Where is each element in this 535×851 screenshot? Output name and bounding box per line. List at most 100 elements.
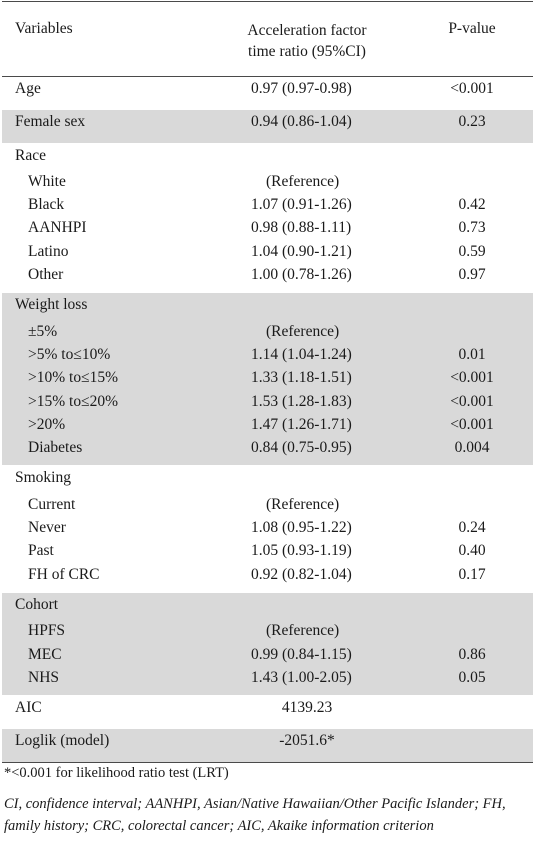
estimate-cell: 1.14 (1.04-1.24) bbox=[251, 345, 352, 363]
lrt-footnote: *<0.001 for likelihood ratio test (LRT) bbox=[4, 765, 229, 781]
pvalue-cell: <0.001 bbox=[450, 392, 494, 410]
row-group: Female sex 0.94 (0.86-1.04) 0.23 bbox=[2, 110, 533, 144]
variable-label: AIC bbox=[15, 699, 42, 717]
variable-label: Black bbox=[28, 196, 65, 214]
variable-label: White bbox=[28, 172, 66, 190]
table-row: Other 1.00 (0.78-1.26) 0.97 bbox=[2, 263, 533, 292]
table-row: Race bbox=[2, 144, 533, 170]
table-row: HPFS (Reference) bbox=[2, 619, 533, 642]
row-group: Loglik (model) -2051.6* bbox=[2, 729, 533, 763]
row-group: Cohort HPFS (Reference) MEC 0.99 (0.84-1.15)… bbox=[2, 592, 533, 697]
variable-label: MEC bbox=[28, 645, 62, 663]
variable-label: >15% to≤20% bbox=[28, 392, 119, 410]
table-row: Age 0.97 (0.97-0.98) <0.001 bbox=[2, 77, 533, 109]
variable-label: Past bbox=[28, 542, 54, 560]
variable-label: Cohort bbox=[15, 595, 59, 613]
table-row: White (Reference) bbox=[2, 170, 533, 193]
estimate-cell: -2051.6* bbox=[279, 732, 335, 750]
pvalue-cell: 0.004 bbox=[454, 439, 490, 457]
estimate-cell: 1.04 (0.90-1.21) bbox=[251, 242, 352, 260]
pvalue-cell: 0.23 bbox=[458, 113, 486, 131]
table-row: FH of CRC 0.92 (0.82-1.04) 0.17 bbox=[2, 563, 533, 592]
estimate-cell: (Reference) bbox=[266, 495, 340, 513]
row-group: Race White (Reference) Black 1.07 (0.91-1.26… bbox=[2, 144, 533, 294]
estimate-cell: 1.07 (0.91-1.26) bbox=[251, 196, 352, 214]
table-row: Black 1.07 (0.91-1.26) 0.42 bbox=[2, 193, 533, 216]
table-row: NHS 1.43 (1.00-2.05) 0.05 bbox=[2, 666, 533, 695]
table-row: Weight loss bbox=[2, 293, 533, 319]
variable-label: HPFS bbox=[28, 622, 66, 640]
table-row: >20% 1.47 (1.26-1.71) <0.001 bbox=[2, 413, 533, 436]
variable-label: Race bbox=[15, 146, 46, 164]
estimate-cell: 1.53 (1.28-1.83) bbox=[251, 392, 352, 410]
variable-label: >10% to≤15% bbox=[28, 369, 119, 387]
pvalue-cell: 0.97 bbox=[458, 266, 486, 284]
row-group: Age 0.97 (0.97-0.98) <0.001 bbox=[2, 77, 533, 111]
pvalue-cell: <0.001 bbox=[450, 80, 494, 97]
estimate-cell: 1.43 (1.00-2.05) bbox=[251, 668, 352, 686]
estimate-cell: (Reference) bbox=[266, 622, 340, 640]
table-row: >15% to≤20% 1.53 (1.28-1.83) <0.001 bbox=[2, 390, 533, 413]
pvalue-cell: 0.73 bbox=[458, 219, 486, 237]
variable-label: Current bbox=[28, 495, 76, 513]
estimate-cell: 4139.23 bbox=[281, 699, 333, 717]
variable-label: Other bbox=[28, 266, 64, 284]
table-row: Diabetes 0.84 (0.75-0.95) 0.004 bbox=[2, 436, 533, 465]
variable-label: FH of CRC bbox=[28, 565, 100, 583]
pvalue-cell: 0.40 bbox=[458, 542, 486, 560]
variable-label: Female sex bbox=[15, 113, 86, 131]
table-row: AANHPI 0.98 (0.88-1.11) 0.73 bbox=[2, 216, 533, 239]
estimate-cell: 0.92 (0.82-1.04) bbox=[251, 565, 352, 583]
variable-label: ±5% bbox=[28, 322, 58, 340]
results-table: Variables Acceleration factor time ratio… bbox=[2, 1, 533, 763]
variable-label: AANHPI bbox=[28, 219, 87, 237]
table-row: Never 1.08 (0.95-1.22) 0.24 bbox=[2, 516, 533, 539]
estimate-cell: 0.94 (0.86-1.04) bbox=[251, 113, 352, 131]
variable-label: Weight loss bbox=[15, 296, 88, 314]
estimate-cell: 0.98 (0.88-1.11) bbox=[251, 219, 352, 237]
pvalue-cell: 0.42 bbox=[458, 196, 486, 214]
variable-label: >5% to≤10% bbox=[28, 345, 111, 363]
estimate-cell: 0.84 (0.75-0.95) bbox=[251, 439, 352, 457]
variable-label: Diabetes bbox=[28, 439, 83, 457]
pvalue-cell: 0.01 bbox=[458, 345, 486, 363]
header-pvalue: P-value bbox=[448, 20, 496, 37]
table-body: Age 0.97 (0.97-0.98) <0.001 Female sex 0.94 … bbox=[2, 77, 533, 763]
estimate-cell: 0.97 (0.97-0.98) bbox=[251, 80, 352, 97]
pvalue-cell: <0.001 bbox=[450, 415, 494, 433]
abbreviations-footnote: CI, confidence interval; AANHPI, Asian/N… bbox=[4, 796, 506, 834]
table-row: Latino 1.04 (0.90-1.21) 0.59 bbox=[2, 240, 533, 263]
variable-label: >20% bbox=[28, 415, 66, 433]
table-header: Variables Acceleration factor time ratio… bbox=[2, 2, 533, 77]
row-group: Smoking Current (Reference) Never 1.08 (0.95… bbox=[2, 466, 533, 593]
estimate-cell: 1.47 (1.26-1.71) bbox=[251, 415, 352, 433]
pvalue-cell: 0.59 bbox=[458, 242, 486, 260]
pvalue-cell: <0.001 bbox=[450, 369, 494, 387]
table-row: Cohort bbox=[2, 593, 533, 619]
row-group: Weight loss ±5% (Reference) >5% to≤10% 1.14 … bbox=[2, 293, 533, 467]
variable-label: Latino bbox=[28, 242, 69, 260]
table-row: MEC 0.99 (0.84-1.15) 0.86 bbox=[2, 643, 533, 666]
variable-label: Loglik (model) bbox=[15, 732, 110, 750]
estimate-cell: 0.99 (0.84-1.15) bbox=[251, 645, 352, 663]
variable-label: NHS bbox=[28, 668, 60, 686]
estimate-cell: 1.08 (0.95-1.22) bbox=[251, 519, 352, 537]
variable-label: Never bbox=[28, 519, 66, 537]
pvalue-cell: 0.86 bbox=[458, 645, 486, 663]
pvalue-cell: 0.17 bbox=[458, 565, 486, 583]
pvalue-cell: 0.24 bbox=[458, 519, 486, 537]
variable-label: Age bbox=[15, 80, 41, 97]
table-row: Past 1.05 (0.93-1.19) 0.40 bbox=[2, 539, 533, 562]
row-group: AIC 4139.23 bbox=[2, 696, 533, 730]
pvalue-cell: 0.05 bbox=[458, 668, 486, 686]
estimate-cell: 1.05 (0.93-1.19) bbox=[251, 542, 352, 560]
table-row: >5% to≤10% 1.14 (1.04-1.24) 0.01 bbox=[2, 343, 533, 366]
table-notes: *<0.001 for likelihood ratio test (LRT) … bbox=[2, 765, 533, 837]
header-variables: Variables bbox=[15, 20, 73, 37]
estimate-cell: (Reference) bbox=[266, 172, 340, 190]
estimate-cell: (Reference) bbox=[266, 322, 340, 340]
table-row: ±5% (Reference) bbox=[2, 320, 533, 343]
table-row: Female sex 0.94 (0.86-1.04) 0.23 bbox=[2, 110, 533, 142]
table-row: Loglik (model) -2051.6* bbox=[2, 729, 533, 761]
table-row: Smoking bbox=[2, 466, 533, 492]
